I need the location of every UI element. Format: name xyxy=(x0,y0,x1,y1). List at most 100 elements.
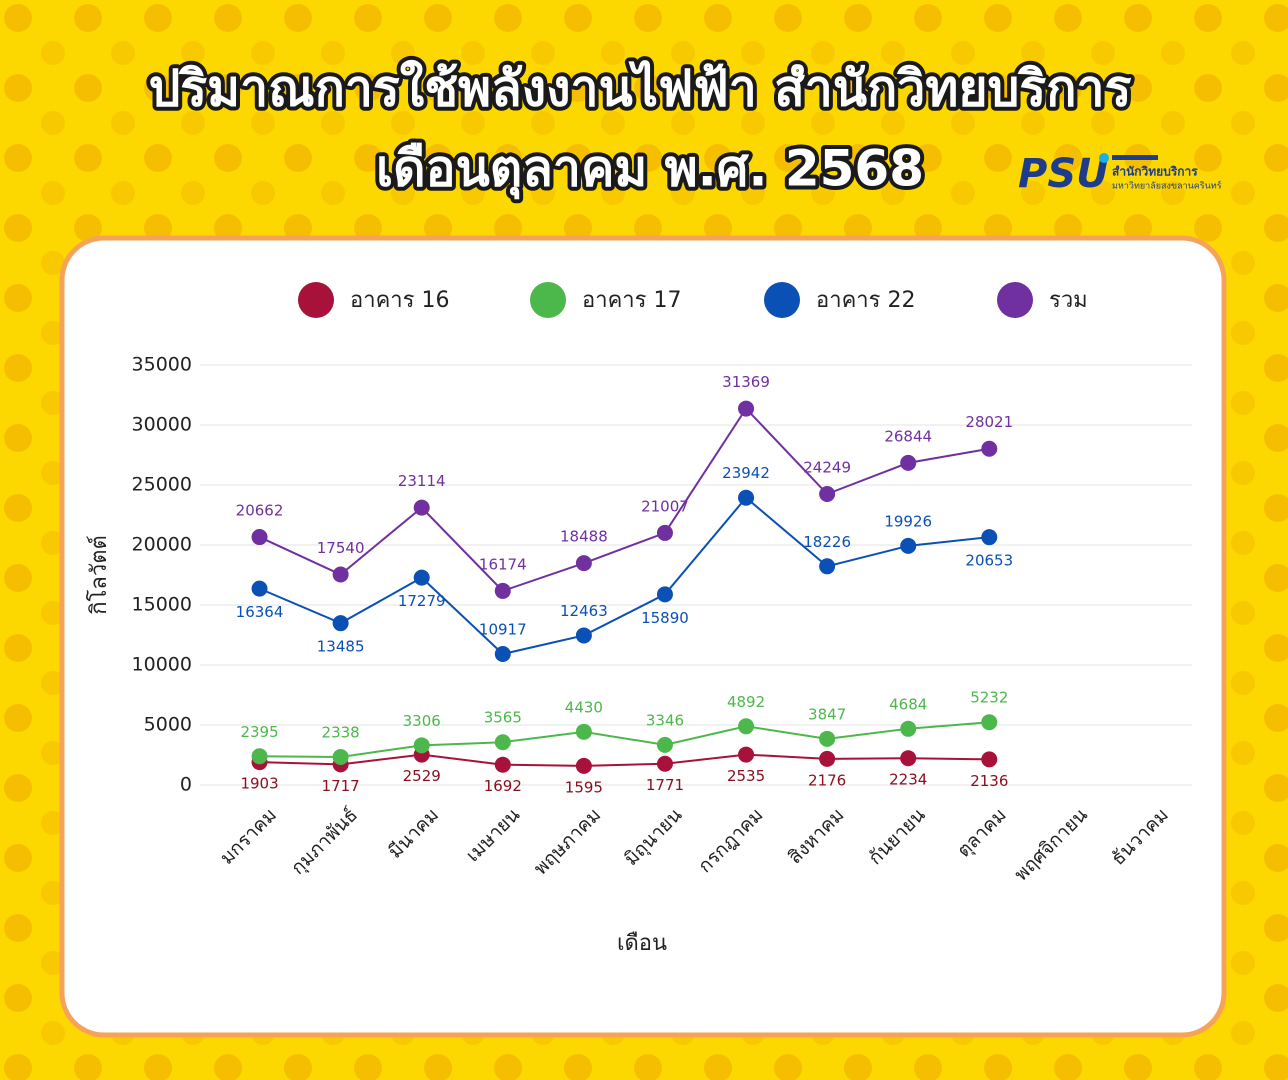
data-label: 26844 xyxy=(884,427,932,445)
data-label: 1717 xyxy=(322,777,360,795)
logo-name: สำนักวิทยบริการ xyxy=(1112,165,1198,179)
data-point xyxy=(900,750,917,767)
data-point xyxy=(656,755,673,772)
data-label: 2529 xyxy=(403,767,441,785)
data-point xyxy=(819,486,836,503)
y-tick-label: 10000 xyxy=(132,654,192,676)
data-point xyxy=(494,756,511,773)
data-point xyxy=(251,580,268,597)
data-point xyxy=(332,566,349,583)
data-label: 20653 xyxy=(965,552,1013,570)
data-label: 24249 xyxy=(803,459,851,477)
legend-marker xyxy=(764,282,800,318)
data-label: 1903 xyxy=(240,775,278,793)
data-label: 2136 xyxy=(970,772,1008,790)
y-tick-label: 25000 xyxy=(132,474,192,496)
data-label: 18226 xyxy=(803,533,851,551)
data-point xyxy=(494,645,511,662)
data-point xyxy=(413,737,430,754)
data-point xyxy=(494,582,511,599)
data-point xyxy=(738,489,755,506)
data-label: 4684 xyxy=(889,695,927,713)
data-label: 1771 xyxy=(646,776,684,794)
data-point xyxy=(575,723,592,740)
data-label: 2234 xyxy=(889,771,927,789)
data-label: 31369 xyxy=(722,373,770,391)
legend-marker xyxy=(298,282,334,318)
logo-university: มหาวิทยาลัยสงขลานครินทร์ xyxy=(1112,180,1222,192)
title-line: ปริมาณการใช้พลังงานไฟฟ้า สำนักวิทยบริการ xyxy=(149,60,1132,118)
data-point xyxy=(575,555,592,572)
y-tick-label: 20000 xyxy=(132,534,192,556)
data-label: 5232 xyxy=(970,689,1008,707)
data-point xyxy=(656,524,673,541)
data-point xyxy=(738,746,755,763)
data-label: 23114 xyxy=(398,472,446,490)
data-label: 20662 xyxy=(236,502,284,520)
y-tick-label: 0 xyxy=(180,774,192,796)
data-point xyxy=(575,757,592,774)
data-point xyxy=(981,529,998,546)
x-axis-label: เดือน xyxy=(617,931,667,956)
y-axis-label: กิโลวัตต์ xyxy=(86,535,112,615)
data-label: 16174 xyxy=(479,555,527,573)
data-label: 21007 xyxy=(641,497,689,515)
data-label: 16364 xyxy=(236,603,284,621)
data-label: 17279 xyxy=(398,592,446,610)
data-point xyxy=(656,736,673,753)
data-point xyxy=(251,748,268,765)
logo: PSU สำนักวิทยบริการ มหาวิทยาลัยสงขลานคริ… xyxy=(1018,151,1222,197)
data-point xyxy=(494,734,511,751)
data-label: 2176 xyxy=(808,771,846,789)
legend-marker xyxy=(997,282,1033,318)
data-point xyxy=(413,499,430,516)
data-point xyxy=(981,714,998,731)
data-point xyxy=(251,529,268,546)
data-label: 19926 xyxy=(884,512,932,530)
data-point xyxy=(332,615,349,632)
data-label: 4892 xyxy=(727,693,765,711)
series-line xyxy=(259,406,990,593)
legend-label: อาคาร 16 xyxy=(350,288,449,313)
data-point xyxy=(738,718,755,735)
data-point xyxy=(900,720,917,737)
data-point xyxy=(738,400,755,417)
series-line xyxy=(259,496,990,656)
data-point xyxy=(413,569,430,586)
data-point xyxy=(332,748,349,765)
data-point xyxy=(575,627,592,644)
legend-label: อาคาร 17 xyxy=(582,288,681,313)
y-tick-label: 30000 xyxy=(132,414,192,436)
data-point xyxy=(819,558,836,575)
series-line xyxy=(259,721,990,758)
data-label: 12463 xyxy=(560,602,608,620)
data-label: 2338 xyxy=(322,723,360,741)
data-label: 3847 xyxy=(808,705,846,723)
data-label: 1692 xyxy=(484,777,522,795)
data-point xyxy=(656,586,673,603)
data-label: 2395 xyxy=(240,723,278,741)
title-line: เดือนตุลาคม พ.ศ. 2568 xyxy=(376,140,924,200)
data-label: 3306 xyxy=(403,712,441,730)
data-point xyxy=(900,454,917,471)
data-point xyxy=(819,750,836,767)
chart-card xyxy=(59,235,1227,1038)
data-label: 28021 xyxy=(965,413,1013,431)
series-line xyxy=(259,753,990,767)
data-label: 18488 xyxy=(560,528,608,546)
logo-dot xyxy=(1099,153,1109,163)
data-point xyxy=(900,537,917,554)
data-label: 1595 xyxy=(565,778,603,796)
data-label: 10917 xyxy=(479,620,527,638)
data-label: 4430 xyxy=(565,698,603,716)
y-tick-label: 35000 xyxy=(132,354,192,376)
data-point xyxy=(981,440,998,457)
y-tick-label: 5000 xyxy=(144,714,192,736)
legend-marker xyxy=(530,282,566,318)
legend-label: อาคาร 22 xyxy=(816,288,915,313)
data-label: 23942 xyxy=(722,464,770,482)
data-label: 17540 xyxy=(317,539,365,557)
data-label: 2535 xyxy=(727,767,765,785)
